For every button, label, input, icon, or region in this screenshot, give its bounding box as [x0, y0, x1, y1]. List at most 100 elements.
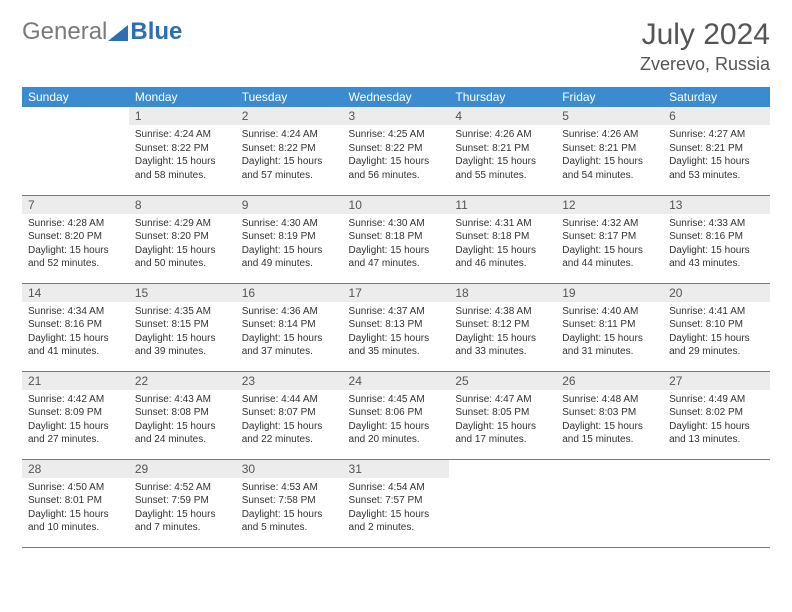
- day-number: 30: [236, 460, 343, 478]
- daylight-text: Daylight: 15 hours and 10 minutes.: [28, 508, 123, 535]
- logo-text-blue: Blue: [130, 18, 182, 46]
- day-details: Sunrise: 4:54 AMSunset: 7:57 PMDaylight:…: [343, 478, 450, 539]
- day-number: 19: [556, 284, 663, 302]
- daylight-text: Daylight: 15 hours and 44 minutes.: [562, 244, 657, 271]
- logo-text-general: General: [22, 18, 107, 46]
- weekday-header: Thursday: [449, 87, 556, 107]
- day-details: Sunrise: 4:36 AMSunset: 8:14 PMDaylight:…: [236, 302, 343, 363]
- day-details: Sunrise: 4:41 AMSunset: 8:10 PMDaylight:…: [663, 302, 770, 363]
- calendar-cell: 3Sunrise: 4:25 AMSunset: 8:22 PMDaylight…: [343, 107, 450, 195]
- day-details: Sunrise: 4:24 AMSunset: 8:22 PMDaylight:…: [236, 125, 343, 186]
- daylight-text: Daylight: 15 hours and 35 minutes.: [349, 332, 444, 359]
- day-details: Sunrise: 4:40 AMSunset: 8:11 PMDaylight:…: [556, 302, 663, 363]
- sunrise-text: Sunrise: 4:49 AM: [669, 393, 764, 407]
- sunset-text: Sunset: 8:08 PM: [135, 406, 230, 420]
- daylight-text: Daylight: 15 hours and 55 minutes.: [455, 155, 550, 182]
- calendar-body: .. 1Sunrise: 4:24 AMSunset: 8:22 PMDaylig…: [22, 107, 770, 547]
- daylight-text: Daylight: 15 hours and 58 minutes.: [135, 155, 230, 182]
- sunset-text: Sunset: 8:01 PM: [28, 494, 123, 508]
- sunset-text: Sunset: 8:05 PM: [455, 406, 550, 420]
- sunset-text: Sunset: 8:21 PM: [455, 142, 550, 156]
- day-details: Sunrise: 4:50 AMSunset: 8:01 PMDaylight:…: [22, 478, 129, 539]
- day-details: Sunrise: 4:53 AMSunset: 7:58 PMDaylight:…: [236, 478, 343, 539]
- daylight-text: Daylight: 15 hours and 7 minutes.: [135, 508, 230, 535]
- calendar-cell: 9Sunrise: 4:30 AMSunset: 8:19 PMDaylight…: [236, 195, 343, 283]
- day-number: 28: [22, 460, 129, 478]
- daylight-text: Daylight: 15 hours and 50 minutes.: [135, 244, 230, 271]
- calendar-cell: 25Sunrise: 4:47 AMSunset: 8:05 PMDayligh…: [449, 371, 556, 459]
- calendar-cell: 1Sunrise: 4:24 AMSunset: 8:22 PMDaylight…: [129, 107, 236, 195]
- daylight-text: Daylight: 15 hours and 52 minutes.: [28, 244, 123, 271]
- sunrise-text: Sunrise: 4:52 AM: [135, 481, 230, 495]
- sunset-text: Sunset: 8:02 PM: [669, 406, 764, 420]
- sunset-text: Sunset: 8:20 PM: [135, 230, 230, 244]
- calendar-cell: ..: [663, 459, 770, 547]
- sunset-text: Sunset: 8:03 PM: [562, 406, 657, 420]
- sunset-text: Sunset: 8:06 PM: [349, 406, 444, 420]
- calendar-cell: 29 Sunrise: 4:52 AMSunset: 7:59 PMDayligh…: [129, 459, 236, 547]
- day-number: 25: [449, 372, 556, 390]
- sunset-text: Sunset: 8:18 PM: [349, 230, 444, 244]
- sunset-text: Sunset: 8:14 PM: [242, 318, 337, 332]
- calendar-row: 14Sunrise: 4:34 AMSunset: 8:16 PMDayligh…: [22, 283, 770, 371]
- calendar-cell: 14Sunrise: 4:34 AMSunset: 8:16 PMDayligh…: [22, 283, 129, 371]
- sunset-text: Sunset: 8:22 PM: [135, 142, 230, 156]
- sunrise-text: Sunrise: 4:38 AM: [455, 305, 550, 319]
- day-details: Sunrise: 4:48 AMSunset: 8:03 PMDaylight:…: [556, 390, 663, 451]
- sunset-text: Sunset: 8:09 PM: [28, 406, 123, 420]
- logo-triangle-icon: [108, 23, 128, 41]
- calendar-cell: 7Sunrise: 4:28 AMSunset: 8:20 PMDaylight…: [22, 195, 129, 283]
- day-number: 4: [449, 107, 556, 125]
- sunrise-text: Sunrise: 4:34 AM: [28, 305, 123, 319]
- calendar-cell: ..: [449, 459, 556, 547]
- sunset-text: Sunset: 8:16 PM: [28, 318, 123, 332]
- daylight-text: Daylight: 15 hours and 56 minutes.: [349, 155, 444, 182]
- daylight-text: Daylight: 15 hours and 57 minutes.: [242, 155, 337, 182]
- daylight-text: Daylight: 15 hours and 20 minutes.: [349, 420, 444, 447]
- calendar-cell: 24Sunrise: 4:45 AMSunset: 8:06 PMDayligh…: [343, 371, 450, 459]
- daylight-text: Daylight: 15 hours and 17 minutes.: [455, 420, 550, 447]
- weekday-header: Tuesday: [236, 87, 343, 107]
- day-number: 9: [236, 196, 343, 214]
- sunrise-text: Sunrise: 4:37 AM: [349, 305, 444, 319]
- sunset-text: Sunset: 7:57 PM: [349, 494, 444, 508]
- sunset-text: Sunset: 8:13 PM: [349, 318, 444, 332]
- sunset-text: Sunset: 8:18 PM: [455, 230, 550, 244]
- sunset-text: Sunset: 8:07 PM: [242, 406, 337, 420]
- calendar-row: 28Sunrise: 4:50 AMSunset: 8:01 PMDayligh…: [22, 459, 770, 547]
- sunset-text: Sunset: 8:19 PM: [242, 230, 337, 244]
- calendar-cell: 6Sunrise: 4:27 AMSunset: 8:21 PMDaylight…: [663, 107, 770, 195]
- logo: General Blue: [22, 18, 182, 46]
- sunrise-text: Sunrise: 4:48 AM: [562, 393, 657, 407]
- sunrise-text: Sunrise: 4:43 AM: [135, 393, 230, 407]
- sunset-text: Sunset: 8:21 PM: [562, 142, 657, 156]
- daylight-text: Daylight: 15 hours and 24 minutes.: [135, 420, 230, 447]
- sunrise-text: Sunrise: 4:50 AM: [28, 481, 123, 495]
- sunset-text: Sunset: 8:10 PM: [669, 318, 764, 332]
- calendar-cell: 21Sunrise: 4:42 AMSunset: 8:09 PMDayligh…: [22, 371, 129, 459]
- daylight-text: Daylight: 15 hours and 15 minutes.: [562, 420, 657, 447]
- sunrise-text: Sunrise: 4:42 AM: [28, 393, 123, 407]
- day-number: 7: [22, 196, 129, 214]
- sunset-text: Sunset: 8:15 PM: [135, 318, 230, 332]
- sunrise-text: Sunrise: 4:45 AM: [349, 393, 444, 407]
- day-details: Sunrise: 4:26 AMSunset: 8:21 PMDaylight:…: [556, 125, 663, 186]
- sunrise-text: Sunrise: 4:40 AM: [562, 305, 657, 319]
- day-number: 12: [556, 196, 663, 214]
- calendar-cell: 13Sunrise: 4:33 AMSunset: 8:16 PMDayligh…: [663, 195, 770, 283]
- sunset-text: Sunset: 7:58 PM: [242, 494, 337, 508]
- sunrise-text: Sunrise: 4:26 AM: [562, 128, 657, 142]
- weekday-header: Wednesday: [343, 87, 450, 107]
- sunset-text: Sunset: 8:22 PM: [349, 142, 444, 156]
- day-number: 27: [663, 372, 770, 390]
- calendar-cell: ..: [556, 459, 663, 547]
- calendar-cell: 15Sunrise: 4:35 AMSunset: 8:15 PMDayligh…: [129, 283, 236, 371]
- sunrise-text: Sunrise: 4:24 AM: [135, 128, 230, 142]
- day-number: 13: [663, 196, 770, 214]
- weekday-header: Friday: [556, 87, 663, 107]
- weekday-header: Monday: [129, 87, 236, 107]
- day-details: Sunrise: 4:32 AMSunset: 8:17 PMDaylight:…: [556, 214, 663, 275]
- sunset-text: Sunset: 7:59 PM: [135, 494, 230, 508]
- day-number: 29: [129, 460, 236, 478]
- calendar-table: Sunday Monday Tuesday Wednesday Thursday…: [22, 87, 770, 548]
